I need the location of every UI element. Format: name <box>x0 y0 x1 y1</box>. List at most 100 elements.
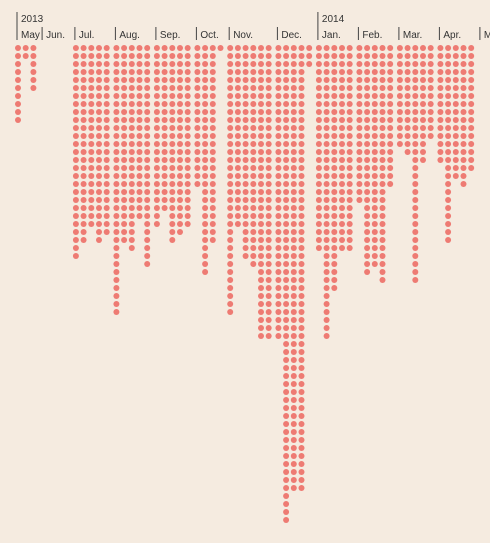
dot-m11-c1-r11 <box>445 133 452 139</box>
dot-m9-c3-r26 <box>379 253 386 259</box>
dot-m10-c3-r12 <box>420 141 426 147</box>
dot-m7-c3-r42 <box>298 381 305 387</box>
dot-m10-c2-r6 <box>412 93 419 99</box>
dot-m5-c1-r8 <box>202 109 209 115</box>
dot-m2-c3-r15 <box>96 165 102 171</box>
dot-m6-c0-r14 <box>227 157 234 163</box>
dot-m8-c0-r1 <box>315 53 322 59</box>
dot-m2-c4-r13 <box>103 149 110 155</box>
dot-m7-c0-r22 <box>275 221 282 227</box>
dot-m5-c1-r17 <box>202 181 209 187</box>
dot-m7-c3-r47 <box>298 421 305 427</box>
dot-m10-c0-r1 <box>396 53 403 59</box>
dot-m4-c0-r22 <box>153 221 160 227</box>
dot-m4-c1-r3 <box>161 69 168 75</box>
dot-m0-c0-r0 <box>15 45 21 51</box>
dot-m2-c4-r15 <box>103 165 110 171</box>
dot-m5-c0-r0 <box>194 45 201 51</box>
dot-m9-c1-r8 <box>364 109 371 115</box>
dot-m7-c1-r40 <box>283 365 290 371</box>
dot-m3-c2-r3 <box>128 69 135 75</box>
dot-m11-c1-r0 <box>445 45 452 51</box>
dot-m6-c5-r2 <box>265 61 272 67</box>
dot-m2-c4-r10 <box>103 125 110 131</box>
dot-m8-c3-r2 <box>339 61 345 67</box>
dot-m9-c3-r8 <box>379 109 386 115</box>
dot-m9-c2-r26 <box>371 253 378 259</box>
dot-m9-c4-r14 <box>387 157 394 163</box>
dot-m8-c1-r2 <box>323 61 330 67</box>
dot-m3-c4-r25 <box>144 245 151 251</box>
dot-m9-c4-r10 <box>387 125 394 131</box>
dot-m3-c1-r1 <box>121 53 128 59</box>
dot-m8-c1-r32 <box>323 301 330 307</box>
dot-m9-c2-r20 <box>371 205 378 211</box>
dot-m3-c4-r12 <box>144 141 151 147</box>
dot-m2-c4-r0 <box>103 45 110 51</box>
dot-m6-c4-r25 <box>258 245 264 251</box>
dot-m2-c1-r0 <box>80 45 87 51</box>
dot-m6-c5-r18 <box>265 189 272 195</box>
dot-m4-c2-r8 <box>169 109 176 115</box>
dot-m6-c4-r35 <box>258 325 264 331</box>
dot-m11-c2-r3 <box>452 69 459 75</box>
dot-m7-c1-r46 <box>283 413 290 419</box>
dot-m2-c1-r17 <box>80 181 87 187</box>
dot-m4-c4-r22 <box>184 221 191 227</box>
dot-m7-c1-r7 <box>283 101 290 107</box>
dot-m2-c4-r18 <box>103 189 110 195</box>
dot-m7-c2-r4 <box>290 77 297 83</box>
dot-m10-c3-r9 <box>420 117 426 123</box>
dot-m5-c2-r2 <box>209 61 216 67</box>
dot-m6-c2-r18 <box>242 189 249 195</box>
dot-m3-c2-r11 <box>128 133 135 139</box>
dot-m9-c1-r25 <box>364 245 371 251</box>
dot-m7-c3-r9 <box>298 117 305 123</box>
dot-m11-c0-r12 <box>437 141 444 147</box>
dot-m7-c1-r45 <box>283 405 290 411</box>
dot-m2-c0-r16 <box>72 173 79 179</box>
dot-m4-c0-r17 <box>153 181 160 187</box>
dot-m6-c3-r19 <box>250 197 257 203</box>
dot-m4-c3-r14 <box>177 157 183 163</box>
dot-m7-c0-r2 <box>275 61 282 67</box>
dot-m4-c1-r16 <box>161 173 168 179</box>
dot-m3-c0-r2 <box>113 61 120 67</box>
dot-m4-c2-r20 <box>169 205 176 211</box>
dot-m2-c4-r5 <box>103 85 110 91</box>
dot-m6-c4-r24 <box>258 237 264 243</box>
dot-m8-c2-r22 <box>331 221 338 227</box>
dot-m7-c3-r31 <box>298 293 305 299</box>
dot-m8-c4-r11 <box>346 133 353 139</box>
dot-m5-c2-r18 <box>209 189 216 195</box>
dot-m3-c4-r26 <box>144 253 151 259</box>
dot-m11-c2-r4 <box>452 77 459 83</box>
dot-m11-c4-r5 <box>468 85 475 91</box>
dot-m9-c2-r14 <box>371 157 378 163</box>
dot-m3-c2-r12 <box>128 141 135 147</box>
dot-m2-c2-r19 <box>88 197 95 203</box>
dot-m2-c2-r5 <box>88 85 95 91</box>
dot-m7-c3-r15 <box>298 165 305 171</box>
dot-m11-c1-r20 <box>445 205 452 211</box>
dot-m10-c4-r7 <box>427 101 434 107</box>
dot-m7-c3-r32 <box>298 301 305 307</box>
dot-m2-c4-r12 <box>103 141 110 147</box>
dot-m3-c4-r8 <box>144 109 151 115</box>
dot-m2-c2-r10 <box>88 125 95 131</box>
dot-m8-c1-r0 <box>323 45 330 51</box>
dot-m6-c4-r22 <box>258 221 264 227</box>
dot-m8-c3-r13 <box>339 149 345 155</box>
dot-m7-c1-r18 <box>283 189 290 195</box>
dot-m11-c2-r0 <box>452 45 459 51</box>
month-label-11: Apr. <box>443 30 461 41</box>
dot-m8-c0-r5 <box>315 85 322 91</box>
dot-m7-c2-r15 <box>290 165 297 171</box>
dot-m3-c1-r11 <box>121 133 128 139</box>
dot-m11-c1-r1 <box>445 53 452 59</box>
dot-m6-c5-r3 <box>265 69 272 75</box>
dot-m6-c5-r23 <box>265 229 272 235</box>
dot-m11-c0-r9 <box>437 117 444 123</box>
dot-m2-c4-r16 <box>103 173 110 179</box>
dot-m4-c0-r14 <box>153 157 160 163</box>
